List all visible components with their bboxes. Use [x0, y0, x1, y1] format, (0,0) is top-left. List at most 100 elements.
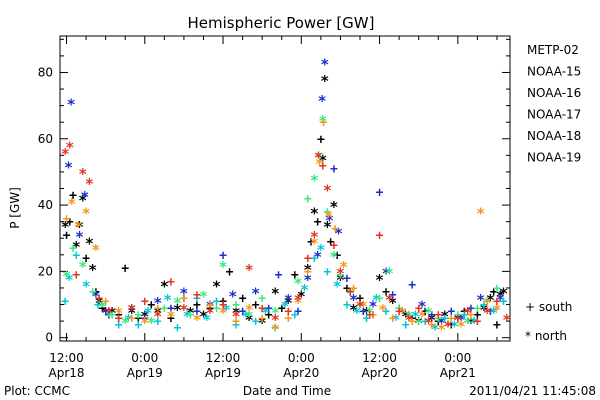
data-point: * — [315, 155, 324, 173]
data-point: + — [395, 301, 403, 316]
data-point: * — [147, 314, 156, 332]
data-point: + — [180, 291, 188, 306]
data-point: * — [166, 307, 175, 325]
data-point: + — [63, 212, 71, 227]
data-point: + — [108, 308, 116, 323]
data-point: + — [314, 215, 322, 230]
data-point: + — [454, 311, 462, 326]
data-point: + — [480, 298, 488, 313]
data-point: + — [447, 305, 455, 320]
data-point: * — [349, 291, 358, 309]
marker-legend: + south * north — [525, 300, 572, 343]
data-point: + — [284, 305, 292, 320]
data-point: * — [65, 271, 74, 289]
data-point: + — [154, 301, 162, 316]
data-point: + — [134, 318, 142, 333]
data-point: + — [275, 268, 283, 283]
data-point: + — [304, 192, 312, 207]
data-point: + — [154, 315, 162, 330]
data-point: * — [476, 205, 485, 223]
data-point: + — [434, 308, 442, 323]
data-point: + — [493, 318, 501, 333]
data-point: + — [356, 298, 364, 313]
data-point: * — [333, 278, 342, 296]
data-point: * — [104, 307, 113, 325]
data-point: * — [325, 211, 334, 229]
y-tick-label: 60 — [38, 132, 53, 146]
data-point: + — [483, 295, 491, 310]
data-point: + — [447, 318, 455, 333]
plot-source-label: Plot: CCMC — [4, 384, 70, 398]
data-point: + — [434, 311, 442, 326]
y-axis-label: P [GW] — [8, 187, 22, 229]
data-point: + — [376, 185, 384, 200]
data-point: * — [82, 205, 91, 223]
data-point: + — [219, 298, 227, 313]
data-point: + — [105, 308, 113, 323]
data-point: + — [493, 295, 501, 310]
data-point: * — [316, 241, 325, 259]
data-point: * — [352, 304, 361, 322]
data-point: + — [193, 305, 201, 320]
data-point: * — [466, 314, 475, 332]
data-point: + — [167, 301, 175, 316]
data-point: * — [324, 208, 333, 226]
data-point: + — [473, 308, 481, 323]
data-point: + — [213, 295, 221, 310]
data-point: * — [453, 311, 462, 329]
data-point: + — [284, 311, 292, 326]
data-point: + — [193, 298, 201, 313]
data-point: + — [239, 291, 247, 306]
data-point: + — [382, 305, 390, 320]
y-tick-label: 80 — [38, 65, 53, 79]
data-point: + — [304, 252, 312, 267]
data-point: * — [61, 145, 70, 163]
data-point: * — [124, 311, 133, 329]
x-axis-label: Date and Time — [243, 384, 331, 398]
data-point: * — [391, 311, 400, 329]
data-point: * — [476, 291, 485, 309]
data-point: * — [61, 218, 70, 236]
data-point: * — [67, 95, 76, 113]
data-point: + — [128, 311, 136, 326]
data-point: + — [363, 311, 371, 326]
data-point: * — [91, 288, 100, 306]
legend-entry: NOAA-15 — [527, 65, 581, 79]
x-tick-label: 0:00 — [444, 351, 471, 365]
data-point: * — [297, 288, 306, 306]
data-point: * — [65, 138, 74, 156]
data-point: * — [114, 304, 123, 322]
data-point: * — [127, 301, 136, 319]
legend-entry: NOAA-19 — [527, 151, 581, 165]
data-point: + — [389, 311, 397, 326]
data-point: * — [280, 298, 289, 316]
data-point: * — [75, 228, 84, 246]
data-point: + — [415, 301, 423, 316]
data-point: * — [144, 304, 153, 322]
data-point: * — [82, 278, 91, 296]
data-point: + — [428, 308, 436, 323]
data-point: * — [261, 304, 270, 322]
data-point: + — [343, 281, 351, 296]
data-point: + — [265, 301, 273, 316]
data-point: * — [294, 294, 303, 312]
x-tick-date-label: Apr19 — [127, 366, 163, 380]
data-point: + — [460, 308, 468, 323]
data-point: * — [375, 271, 384, 289]
data-point: * — [369, 298, 378, 316]
data-point: + — [467, 308, 475, 323]
data-point: + — [226, 265, 234, 280]
data-point: + — [346, 285, 354, 300]
data-point: * — [463, 314, 472, 332]
x-tick-date-label: Apr20 — [362, 366, 398, 380]
data-point: * — [424, 314, 433, 332]
data-point: + — [460, 305, 468, 320]
data-point: * — [173, 301, 182, 319]
data-point: + — [193, 288, 201, 303]
data-point: + — [72, 268, 80, 283]
x-tick-label: 0:00 — [288, 351, 315, 365]
data-point: * — [440, 307, 449, 325]
data-point: * — [365, 304, 374, 322]
data-point: * — [349, 301, 358, 319]
data-point: * — [339, 258, 348, 276]
